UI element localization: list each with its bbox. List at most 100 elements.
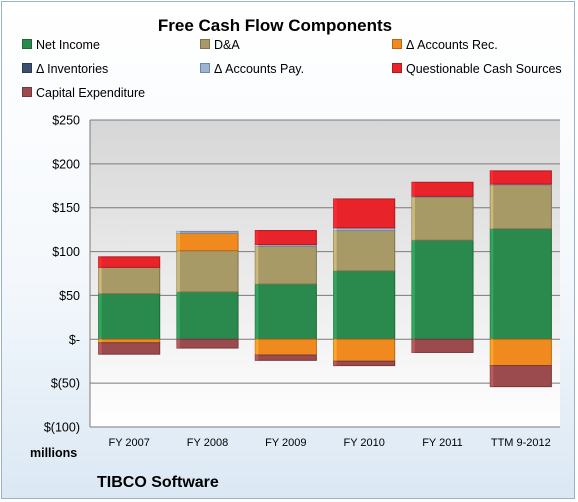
bar-segment-body [176, 232, 239, 252]
bar-segment [176, 250, 239, 293]
bar-segment-edge [333, 361, 337, 366]
y-tick-label: $100 [52, 245, 80, 259]
bar-segment [489, 184, 552, 230]
legend-label: Δ Accounts Pay. [214, 62, 305, 76]
bar-segment [254, 354, 317, 361]
bar-segment-edge [490, 339, 494, 366]
bar-segment-edge [98, 339, 102, 343]
bar-segment-edge [255, 355, 259, 361]
legend-label: Questionable Cash Sources [406, 62, 562, 76]
bar-segment [411, 239, 474, 340]
bar-segment-edge [255, 284, 259, 340]
y-tick-label: $150 [52, 201, 80, 215]
bar-segment-body [176, 230, 239, 234]
legend-swatch [200, 63, 210, 73]
x-tick-label: FY 2010 [343, 437, 384, 449]
bar-segment-body [333, 230, 396, 272]
bar-segment-body [254, 245, 317, 285]
bar-segment-edge [176, 231, 180, 234]
legend-item: D&A [200, 38, 240, 52]
bar-segment-edge [176, 250, 180, 292]
bar-segment-body [98, 266, 161, 295]
bar-segment [411, 181, 474, 197]
legend-swatch [392, 39, 402, 49]
bar-segment [98, 266, 161, 295]
bar-segment [98, 342, 161, 355]
bar-segment-body [176, 338, 239, 349]
bar-segment [489, 365, 552, 388]
bar-segment-body [254, 230, 317, 246]
bar-segment-edge [255, 230, 259, 245]
bar-segment [98, 338, 161, 344]
bar-segment-body [98, 342, 161, 355]
bar-segment-body [489, 228, 552, 340]
bar-segment-body [98, 338, 161, 344]
bar-segment-body [489, 170, 552, 185]
bar-segment-body [333, 338, 396, 362]
bar-segment [176, 230, 239, 234]
legend-label: D&A [214, 38, 240, 52]
bar-segment [254, 283, 317, 340]
bar-segment [333, 270, 396, 340]
bar-segment-edge [255, 246, 259, 285]
legend-label: Capital Expenditure [36, 86, 146, 100]
bar-segment-body [333, 360, 396, 367]
bar-segment [489, 170, 552, 185]
legend-label: Δ Inventories [36, 62, 109, 76]
bar-segment [98, 293, 161, 340]
bar-segment-edge [333, 339, 337, 362]
bar-segment-body [98, 293, 161, 340]
y-tick-label: $- [69, 333, 80, 347]
bar-segment-body [411, 181, 474, 197]
legend-item: Capital Expenditure [22, 86, 145, 100]
x-tick-label: FY 2011 [422, 437, 463, 449]
legend-item: Net Income [22, 38, 100, 52]
legend-item: Questionable Cash Sources [392, 62, 562, 76]
legend-label: Net Income [36, 38, 100, 52]
x-tick-label: TTM 9-2012 [491, 437, 551, 449]
bar-segment-body [411, 338, 474, 353]
bar-segment-edge [333, 230, 337, 271]
legend-item: Δ Inventories [22, 62, 108, 76]
bar-segment-edge [333, 198, 337, 228]
legend-swatch [22, 87, 32, 97]
bar-segment [333, 360, 396, 367]
bar-segment-body [489, 184, 552, 230]
bar-segment-edge [98, 293, 102, 340]
bar-segment-edge [411, 197, 415, 241]
plot-area [90, 120, 560, 427]
y-axis-unit-label: millions [30, 446, 78, 460]
legend-swatch [392, 63, 402, 73]
bar-segment-body [176, 291, 239, 340]
bar-segment-body [254, 354, 317, 361]
bar-segment-body [333, 198, 396, 229]
bar-segment-edge [255, 244, 259, 247]
bar-segment [254, 230, 317, 246]
bar-segment-edge [176, 233, 180, 251]
y-tick-label: $(100) [44, 421, 80, 435]
bar-segment-edge [176, 291, 180, 340]
chart-title: Free Cash Flow Components [157, 16, 393, 35]
legend-item: Δ Accounts Rec. [392, 38, 498, 52]
bar-segment-body [489, 338, 552, 367]
legend-swatch [22, 63, 32, 73]
bar-segment [333, 230, 396, 272]
bar-segment [176, 232, 239, 252]
bar-segment-edge [333, 270, 337, 340]
bar-segment-edge [176, 339, 180, 349]
bar-segment-edge [490, 365, 494, 387]
bar-segment-edge [333, 227, 337, 231]
y-tick-label: $50 [59, 289, 80, 303]
legend-swatch [200, 39, 210, 49]
company-name: TIBCO Software [97, 474, 219, 491]
legend-swatch [22, 39, 32, 49]
bar-segment-edge [98, 342, 102, 355]
x-tick-label: FY 2009 [265, 437, 306, 449]
x-tick-label: FY 2007 [108, 437, 149, 449]
bar-segment [411, 338, 474, 353]
bar-segment [176, 291, 239, 340]
bar-segment-body [489, 365, 552, 388]
legend-item: Δ Accounts Pay. [200, 62, 304, 76]
bar-segment [176, 338, 239, 349]
y-tick-label: $(50) [51, 377, 80, 391]
